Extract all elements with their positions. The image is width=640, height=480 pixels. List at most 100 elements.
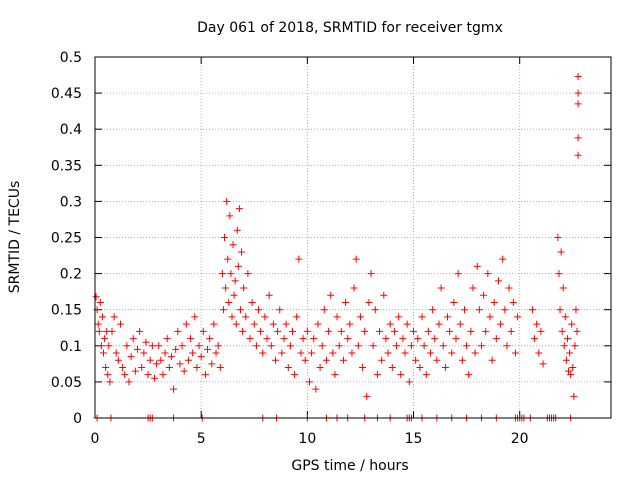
data-point	[572, 306, 580, 314]
data-point	[507, 327, 515, 335]
data-point	[163, 335, 171, 343]
data-point	[563, 335, 571, 343]
data-point	[284, 363, 292, 371]
y-tick-label: 0.15	[51, 303, 82, 319]
data-point	[335, 342, 343, 350]
data-point	[380, 291, 388, 299]
data-point	[94, 320, 102, 328]
chart-title: Day 061 of 2018, SRMTID for receiver tgm…	[197, 20, 503, 36]
data-point	[148, 342, 156, 350]
data-point	[131, 367, 139, 375]
data-point	[441, 363, 449, 371]
data-point	[361, 327, 369, 335]
data-point	[153, 360, 161, 368]
data-point	[278, 349, 286, 357]
data-point	[227, 270, 235, 278]
data-point	[443, 313, 451, 321]
data-point	[433, 356, 441, 364]
data-point	[182, 320, 190, 328]
data-point	[96, 298, 104, 306]
data-point	[280, 335, 288, 343]
data-point	[318, 342, 326, 350]
data-point	[395, 313, 403, 321]
data-point	[97, 342, 105, 350]
data-point	[112, 349, 120, 357]
data-point	[325, 327, 333, 335]
data-point	[420, 342, 428, 350]
data-point	[305, 378, 313, 386]
data-point	[140, 349, 148, 357]
data-point	[384, 349, 392, 357]
data-point	[98, 313, 106, 321]
data-point	[172, 345, 180, 353]
y-tick-label: 0.1	[60, 339, 82, 355]
data-point	[475, 306, 483, 314]
data-point	[562, 356, 570, 364]
data-point	[201, 371, 209, 379]
data-point	[574, 134, 582, 142]
data-point	[558, 327, 566, 335]
data-point	[252, 342, 260, 350]
data-point	[371, 306, 379, 314]
data-point	[505, 284, 513, 292]
data-point	[555, 270, 563, 278]
data-point	[95, 327, 103, 335]
data-point	[263, 335, 271, 343]
data-point	[397, 371, 405, 379]
data-point	[560, 342, 568, 350]
data-point	[339, 356, 347, 364]
data-point	[133, 345, 141, 353]
data-point	[565, 367, 573, 375]
x-tick-label: 0	[91, 431, 100, 447]
data-point	[490, 298, 498, 306]
data-point	[393, 342, 401, 350]
data-point	[240, 284, 248, 292]
data-point	[437, 284, 445, 292]
data-point	[219, 306, 227, 314]
data-point	[265, 291, 273, 299]
data-point	[155, 342, 163, 350]
data-point	[511, 349, 519, 357]
y-tick-label: 0.3	[60, 194, 82, 210]
data-point	[405, 378, 413, 386]
data-point	[308, 349, 316, 357]
data-point	[92, 293, 100, 301]
data-point	[465, 371, 473, 379]
data-point	[159, 371, 167, 379]
data-point	[327, 291, 335, 299]
data-point	[288, 327, 296, 335]
data-point	[223, 197, 231, 205]
data-point	[467, 327, 475, 335]
data-point	[295, 255, 303, 263]
data-point	[463, 342, 471, 350]
data-point	[255, 306, 263, 314]
data-point	[373, 371, 381, 379]
data-point	[191, 313, 199, 321]
data-point	[450, 298, 458, 306]
data-point	[303, 327, 311, 335]
data-point	[403, 320, 411, 328]
data-point	[271, 356, 279, 364]
data-point	[431, 335, 439, 343]
data-point	[407, 342, 415, 350]
data-point	[414, 335, 422, 343]
data-point	[125, 378, 133, 386]
data-point	[150, 374, 158, 382]
data-point	[554, 234, 562, 241]
data-point	[337, 327, 345, 335]
data-point	[329, 349, 337, 357]
data-point	[401, 349, 409, 357]
data-point	[193, 363, 201, 371]
data-point	[566, 349, 574, 357]
data-point	[410, 327, 418, 335]
data-point	[242, 313, 250, 321]
data-point	[184, 356, 192, 364]
data-point	[386, 320, 394, 328]
data-point	[571, 342, 579, 350]
y-axis-label: SRMTID / TECUs	[7, 181, 23, 294]
data-point	[446, 327, 454, 335]
data-point	[350, 284, 358, 292]
plot-frame	[94, 56, 612, 419]
data-point	[108, 327, 116, 335]
data-point	[165, 363, 173, 371]
